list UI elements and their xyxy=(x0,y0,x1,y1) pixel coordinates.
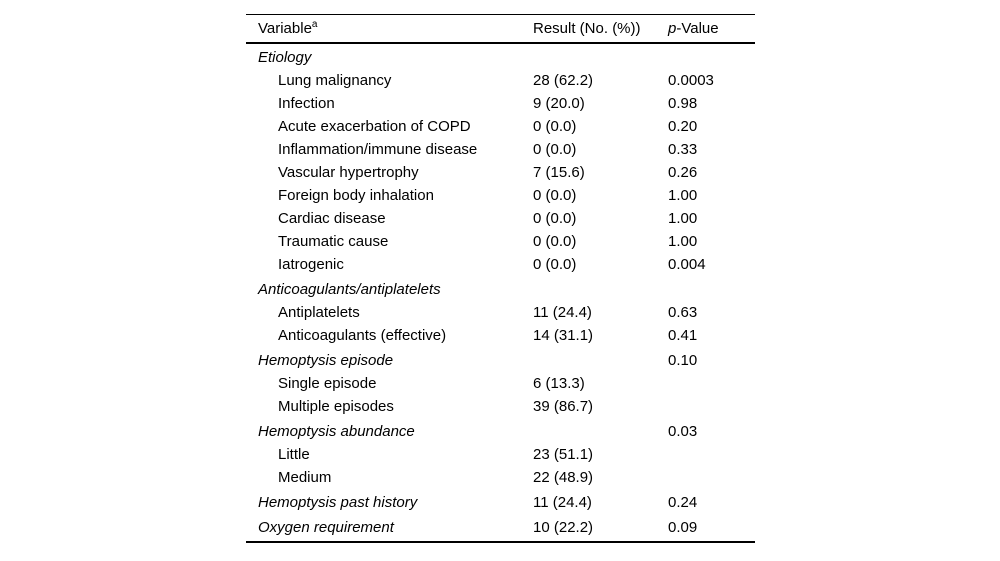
row-variable-label: Etiology xyxy=(258,49,312,66)
table-row: Single episode 6 (13.3) xyxy=(246,372,755,395)
table-row: Oxygen requirement 10 (22.2) 0.09 xyxy=(246,516,755,539)
row-variable-label: Anticoagulants (effective) xyxy=(278,327,447,344)
row-variable-label: Little xyxy=(278,446,310,463)
row-pvalue-value: 0.63 xyxy=(668,304,698,321)
row-result-value: 39 (86.7) xyxy=(533,398,594,415)
row-result-value: 28 (62.2) xyxy=(533,72,594,89)
row-variable-label: Vascular hypertrophy xyxy=(278,164,419,181)
table-row: Multiple episodes 39 (86.7) xyxy=(246,395,755,418)
table-row: Anticoagulants (effective) 14 (31.1) 0.4… xyxy=(246,324,755,347)
column-header-variable: Variablea xyxy=(246,19,533,38)
footnote-marker: a xyxy=(311,19,318,30)
row-result-value: 0 (0.0) xyxy=(533,187,577,204)
table-row: Little 23 (51.1) xyxy=(246,443,755,466)
table-row: Vascular hypertrophy 7 (15.6) 0.26 xyxy=(246,161,755,184)
row-pvalue-value: 0.004 xyxy=(668,256,706,273)
column-header-pvalue: p-Value xyxy=(668,20,755,37)
table-row: Inflammation/immune disease 0 (0.0) 0.33 xyxy=(246,138,755,161)
table-row: Etiology xyxy=(246,46,755,69)
row-pvalue-value: 0.98 xyxy=(668,95,698,112)
table-header-row: Variablea Result (No. (%)) p-Value xyxy=(246,15,755,44)
row-pvalue-value: 0.09 xyxy=(668,519,698,536)
table-row: Iatrogenic 0 (0.0) 0.004 xyxy=(246,253,755,276)
row-result-value: 0 (0.0) xyxy=(533,233,577,250)
row-pvalue-value: 0.10 xyxy=(668,352,698,369)
row-result-value: 23 (51.1) xyxy=(533,446,594,463)
row-variable-label: Single episode xyxy=(278,375,377,392)
row-pvalue-value: 0.41 xyxy=(668,327,698,344)
row-variable-label: Lung malignancy xyxy=(278,72,392,89)
row-pvalue-value: 0.0003 xyxy=(668,72,714,89)
table-row: Antiplatelets 11 (24.4) 0.63 xyxy=(246,301,755,324)
table-row: Acute exacerbation of COPD 0 (0.0) 0.20 xyxy=(246,115,755,138)
row-variable-label: Anticoagulants/antiplatelets xyxy=(258,281,441,298)
column-header-pvalue-rest: -Value xyxy=(676,20,719,37)
row-result-value: 9 (20.0) xyxy=(533,95,585,112)
row-variable-label: Oxygen requirement xyxy=(258,519,394,536)
row-variable-label: Iatrogenic xyxy=(278,256,344,273)
column-header-pvalue-p: p xyxy=(668,20,677,37)
row-result-value: 11 (24.4) xyxy=(533,494,592,511)
table-row: Lung malignancy 28 (62.2) 0.0003 xyxy=(246,69,755,92)
row-variable-label: Medium xyxy=(278,469,332,486)
row-pvalue-value: 0.26 xyxy=(668,164,698,181)
row-result-value: 7 (15.6) xyxy=(533,164,585,181)
row-result-value: 0 (0.0) xyxy=(533,256,577,273)
column-header-result: Result (No. (%)) xyxy=(533,20,641,37)
row-result-value: 11 (24.4) xyxy=(533,304,592,321)
row-result-value: 0 (0.0) xyxy=(533,141,577,158)
table-row: Traumatic cause 0 (0.0) 1.00 xyxy=(246,230,755,253)
row-variable-label: Hemoptysis episode xyxy=(258,352,394,369)
row-variable-label: Hemoptysis past history xyxy=(258,494,418,511)
row-variable-label: Traumatic cause xyxy=(278,233,389,250)
table-row: Foreign body inhalation 0 (0.0) 1.00 xyxy=(246,184,755,207)
row-pvalue-value: 0.24 xyxy=(668,494,698,511)
row-variable-label: Inflammation/immune disease xyxy=(278,141,478,158)
table-row: Hemoptysis abundance 0.03 xyxy=(246,420,755,443)
row-result-value: 0 (0.0) xyxy=(533,210,577,227)
row-pvalue-value: 1.00 xyxy=(668,233,698,250)
row-pvalue-value: 1.00 xyxy=(668,187,698,204)
row-pvalue-value: 1.00 xyxy=(668,210,698,227)
row-result-value: 10 (22.2) xyxy=(533,519,594,536)
row-variable-label: Hemoptysis abundance xyxy=(258,423,415,440)
row-result-value: 22 (48.9) xyxy=(533,469,594,486)
row-pvalue-value: 0.03 xyxy=(668,423,698,440)
row-variable-label: Multiple episodes xyxy=(278,398,394,415)
row-result-value: 6 (13.3) xyxy=(533,375,585,392)
row-variable-label: Infection xyxy=(278,95,335,112)
table-row: Anticoagulants/antiplatelets xyxy=(246,278,755,301)
table-row: Hemoptysis episode 0.10 xyxy=(246,349,755,372)
statistical-table: Variablea Result (No. (%)) p-Value Etiol… xyxy=(246,14,755,543)
row-variable-label: Cardiac disease xyxy=(278,210,386,227)
row-variable-label: Antiplatelets xyxy=(278,304,360,321)
row-pvalue-value: 0.33 xyxy=(668,141,698,158)
table-row: Hemoptysis past history 11 (24.4) 0.24 xyxy=(246,491,755,514)
column-header-variable-text: Variable xyxy=(258,20,312,37)
row-result-value: 14 (31.1) xyxy=(533,327,594,344)
row-pvalue-value: 0.20 xyxy=(668,118,698,135)
table-body: Etiology Lung malignancy 28 (62.2) 0.000… xyxy=(246,44,755,541)
row-variable-label: Acute exacerbation of COPD xyxy=(278,118,471,135)
row-variable-label: Foreign body inhalation xyxy=(278,187,434,204)
table-row: Infection 9 (20.0) 0.98 xyxy=(246,92,755,115)
row-result-value: 0 (0.0) xyxy=(533,118,577,135)
table-row: Medium 22 (48.9) xyxy=(246,466,755,489)
table-row: Cardiac disease 0 (0.0) 1.00 xyxy=(246,207,755,230)
